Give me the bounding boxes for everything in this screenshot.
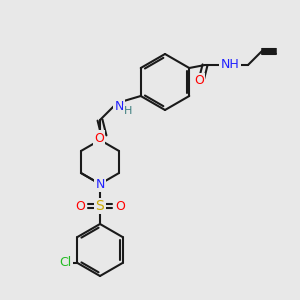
- Text: Cl: Cl: [59, 256, 72, 269]
- Text: N: N: [114, 100, 124, 112]
- Text: O: O: [194, 74, 204, 88]
- Text: O: O: [75, 200, 85, 212]
- Text: O: O: [94, 131, 104, 145]
- Text: O: O: [115, 200, 125, 212]
- Text: H: H: [124, 106, 132, 116]
- Text: NH: NH: [220, 58, 239, 71]
- Text: N: N: [95, 178, 105, 190]
- Text: S: S: [96, 199, 104, 213]
